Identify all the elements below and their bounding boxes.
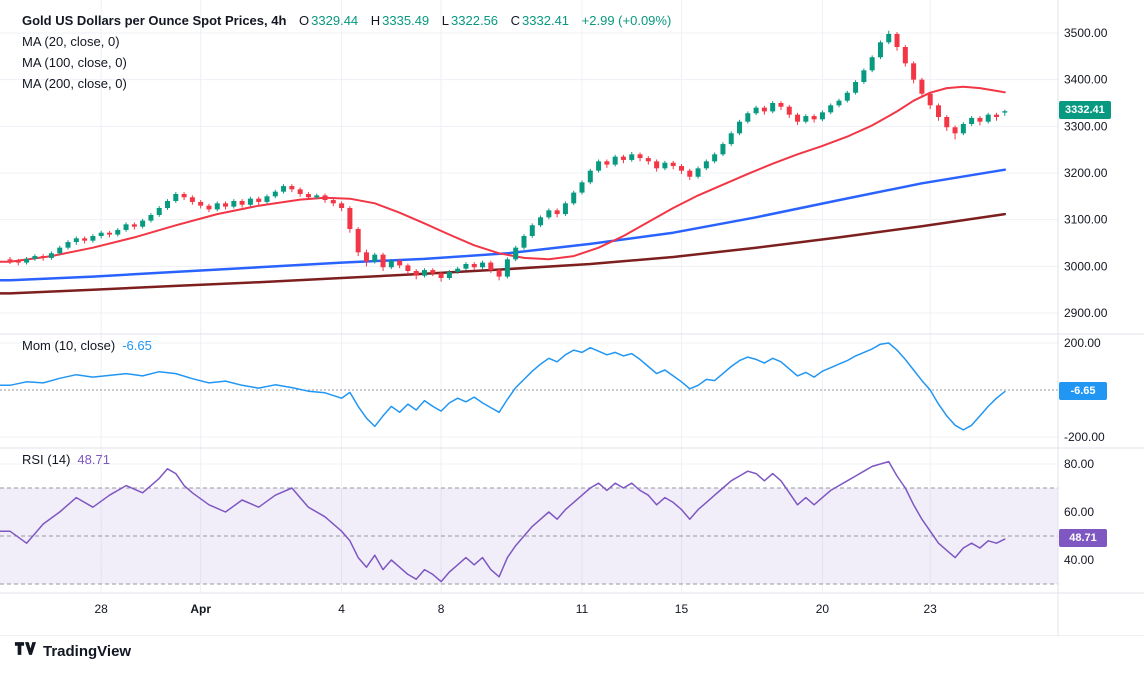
momentum-legend[interactable]: Mom (10, close) -6.65 [22, 338, 152, 353]
last-price-badge: 3332.41 [1059, 101, 1111, 120]
ma200-legend[interactable]: MA (200, close, 0) [22, 76, 127, 91]
chart-canvas[interactable]: 28 Apr 4 8 11 15 20 23 3500.00 3400.00 3300.00 3200… [0, 0, 1144, 636]
ma20-legend[interactable]: MA (20, close, 0) [22, 34, 120, 49]
svg-text:2900.00: 2900.00 [1064, 306, 1108, 320]
symbol-legend-row[interactable]: Gold US Dollars per Ounce Spot Prices, 4… [22, 10, 671, 31]
momentum-value: -6.65 [122, 338, 152, 353]
rsi-value: 48.71 [77, 452, 110, 467]
time-axis[interactable] [0, 593, 1058, 636]
high-value: 3335.49 [382, 13, 430, 28]
svg-text:Apr: Apr [190, 602, 211, 616]
svg-text:3400.00: 3400.00 [1064, 73, 1108, 87]
change-value: +2.99 (+0.09%) [581, 13, 672, 28]
svg-text:20: 20 [816, 602, 830, 616]
open-label: O [299, 13, 310, 28]
svg-text:23: 23 [924, 602, 938, 616]
tradingview-logo-icon [14, 640, 36, 662]
svg-text:40.00: 40.00 [1064, 553, 1094, 567]
momentum-badge: -6.65 [1059, 381, 1107, 400]
high-label: H [370, 13, 381, 28]
rsi-badge: 48.71 [1059, 529, 1107, 548]
svg-text:-200.00: -200.00 [1064, 430, 1105, 444]
close-label: C [510, 13, 521, 28]
svg-text:15: 15 [675, 602, 689, 616]
close-value: 3332.41 [522, 13, 570, 28]
open-value: 3329.44 [311, 13, 359, 28]
svg-text:11: 11 [576, 602, 589, 616]
svg-text:80.00: 80.00 [1064, 457, 1094, 471]
momentum-label: Mom (10, close) [22, 338, 116, 353]
ma100-legend[interactable]: MA (100, close, 0) [22, 55, 127, 70]
svg-text:3500.00: 3500.00 [1064, 26, 1108, 40]
tradingview-attribution[interactable]: TradingView [14, 640, 131, 662]
svg-text:3000.00: 3000.00 [1064, 259, 1108, 273]
svg-text:4: 4 [338, 602, 345, 616]
svg-text:28: 28 [95, 602, 109, 616]
chart-title: Gold US Dollars per Ounce Spot Prices, 4… [22, 13, 287, 28]
low-label: L [441, 13, 450, 28]
svg-text:60.00: 60.00 [1064, 505, 1094, 519]
tradingview-brand-text: TradingView [43, 642, 132, 660]
rsi-legend[interactable]: RSI (14) 48.71 [22, 452, 110, 467]
svg-text:8: 8 [438, 602, 445, 616]
svg-text:3300.00: 3300.00 [1064, 119, 1108, 133]
svg-text:3200.00: 3200.00 [1064, 166, 1108, 180]
svg-text:200.00: 200.00 [1064, 336, 1101, 350]
legend: Gold US Dollars per Ounce Spot Prices, 4… [22, 10, 671, 94]
rsi-label: RSI (14) [22, 452, 71, 467]
svg-text:3100.00: 3100.00 [1064, 213, 1108, 227]
low-value: 3322.56 [451, 13, 499, 28]
